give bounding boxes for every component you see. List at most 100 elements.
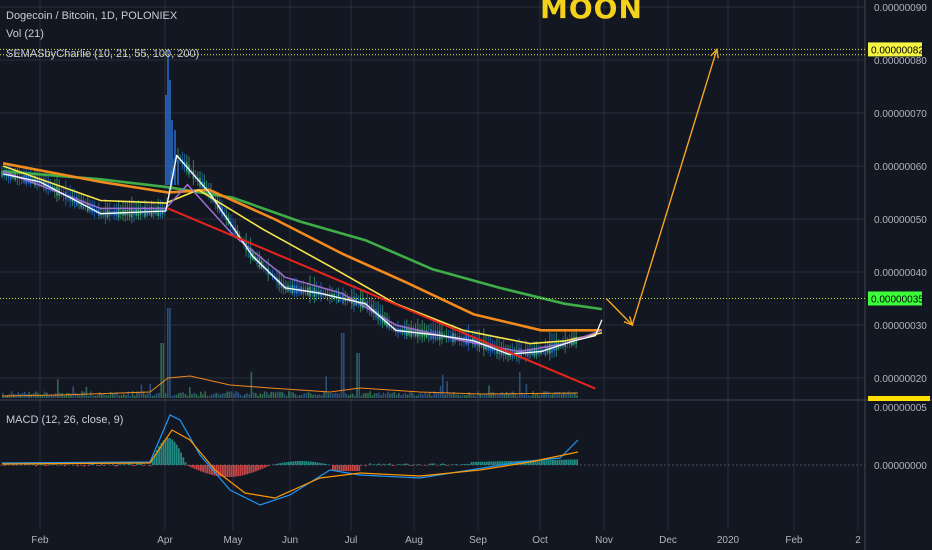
volume-bar	[255, 392, 257, 398]
volume-bar	[378, 392, 380, 398]
symbol-legend[interactable]: Dogecoin / Bitcoin, 1D, POLONIEX	[6, 10, 178, 22]
macd-histogram-bar	[475, 461, 477, 465]
annotations	[0, 47, 865, 390]
volume-bar	[340, 333, 343, 398]
macd-histogram-bar	[164, 438, 167, 465]
macd-histogram-bar	[415, 465, 418, 466]
volume-bar	[79, 394, 81, 398]
macd-histogram-bar	[334, 465, 336, 471]
date-tick-label: Feb	[31, 535, 49, 546]
macd-legend[interactable]: MACD (12, 26, close, 9)	[6, 414, 124, 426]
volume-bar	[571, 392, 574, 398]
macd-histogram-bar	[351, 465, 354, 471]
macd-histogram-bar	[389, 463, 391, 465]
ema-line-ema55	[2, 165, 603, 345]
volume-bar	[277, 391, 279, 398]
macd-histogram-bar	[92, 463, 94, 465]
macd-histogram-bar	[206, 465, 209, 474]
volume-bar	[461, 394, 464, 398]
volume-bar	[523, 394, 525, 398]
macd-histogram-bar	[50, 463, 53, 465]
price-tick-label: 0.00000030	[874, 321, 927, 332]
macd-histogram-bar	[310, 461, 312, 465]
macd-histogram-bar	[567, 459, 570, 465]
volume-bar	[283, 393, 286, 398]
macd-histogram-bar	[314, 462, 317, 465]
volume-bar	[153, 395, 156, 398]
macd-histogram-bar	[120, 464, 123, 465]
volume-bar	[149, 383, 151, 398]
macd-histogram-bar	[248, 465, 251, 474]
macd-histogram-bar	[268, 465, 270, 466]
macd-histogram-bar	[338, 465, 341, 471]
volume-bar	[536, 392, 539, 398]
macd-histogram-bar	[169, 438, 171, 465]
sema-legend[interactable]: SEMASbyCharlie (10, 21, 55, 100, 200)	[6, 48, 200, 60]
volume-bar	[512, 391, 514, 398]
volume-bar	[74, 392, 77, 398]
macd-histogram-bar	[508, 461, 510, 465]
volume-bar	[547, 391, 550, 398]
volume-bar	[541, 393, 543, 398]
volume-bar	[252, 392, 255, 398]
macd-histogram-bar	[307, 461, 310, 465]
macd-histogram-bar	[488, 461, 490, 465]
macd-histogram-bar	[406, 463, 409, 465]
macd-histogram-bar	[118, 463, 121, 465]
volume-bar	[367, 393, 369, 398]
macd-histogram-bar	[332, 465, 334, 471]
macd-histogram-bar	[59, 465, 61, 466]
volume-bar	[448, 393, 451, 398]
macd-histogram-bar	[391, 465, 394, 467]
macd-histogram-bar	[217, 465, 220, 477]
volume-bar	[195, 393, 198, 398]
macd-histogram-bar	[83, 465, 86, 467]
macd-histogram-bar	[211, 465, 213, 475]
volume-legend[interactable]: Vol (21)	[6, 28, 44, 40]
volume-bar	[516, 395, 519, 398]
macd-histogram-bar	[266, 465, 268, 467]
volume-bar	[534, 394, 536, 398]
volume-bar	[142, 391, 145, 398]
projection-arrowhead-moon	[710, 47, 719, 59]
date-tick-label: Jul	[345, 535, 358, 546]
macd-pane	[0, 414, 865, 506]
macd-histogram-bar	[358, 465, 361, 471]
macd-histogram-bar	[455, 463, 457, 465]
volume-bar	[288, 391, 290, 398]
volume-bar	[457, 394, 459, 398]
volume-bar	[17, 392, 19, 398]
volume-bar	[400, 395, 402, 398]
volume-bar	[444, 394, 446, 398]
price-tick-label: 0.00000080	[874, 56, 927, 67]
macd-histogram-bar	[543, 460, 545, 465]
volume-bar	[184, 393, 187, 398]
macd-histogram-bar	[532, 460, 534, 465]
macd-histogram-bar	[292, 461, 295, 465]
macd-histogram-bar	[114, 465, 116, 467]
macd-histogram-bar	[376, 464, 378, 465]
volume-bar	[193, 392, 195, 398]
volume-bar	[329, 392, 332, 398]
volume-bar	[83, 391, 85, 398]
macd-histogram-bar	[378, 463, 380, 465]
volume-bar	[424, 392, 426, 398]
pane-edge-marker	[868, 396, 930, 401]
volume-bar	[477, 391, 479, 398]
macd-tick-label: 0.00000005	[874, 403, 927, 414]
volume-bar	[272, 391, 275, 398]
volume-bar	[2, 392, 4, 398]
volume-bar	[48, 395, 50, 398]
macd-histogram-bar	[178, 448, 180, 465]
volume-bar	[431, 395, 433, 398]
volume-bar	[442, 374, 444, 398]
volume-bar	[475, 395, 477, 398]
volume-bar	[134, 395, 136, 398]
volume-bar	[87, 395, 90, 398]
volume-bar	[239, 394, 242, 398]
volume-bar	[178, 392, 180, 398]
macd-histogram-bar	[160, 442, 163, 465]
volume-bar	[237, 392, 239, 398]
